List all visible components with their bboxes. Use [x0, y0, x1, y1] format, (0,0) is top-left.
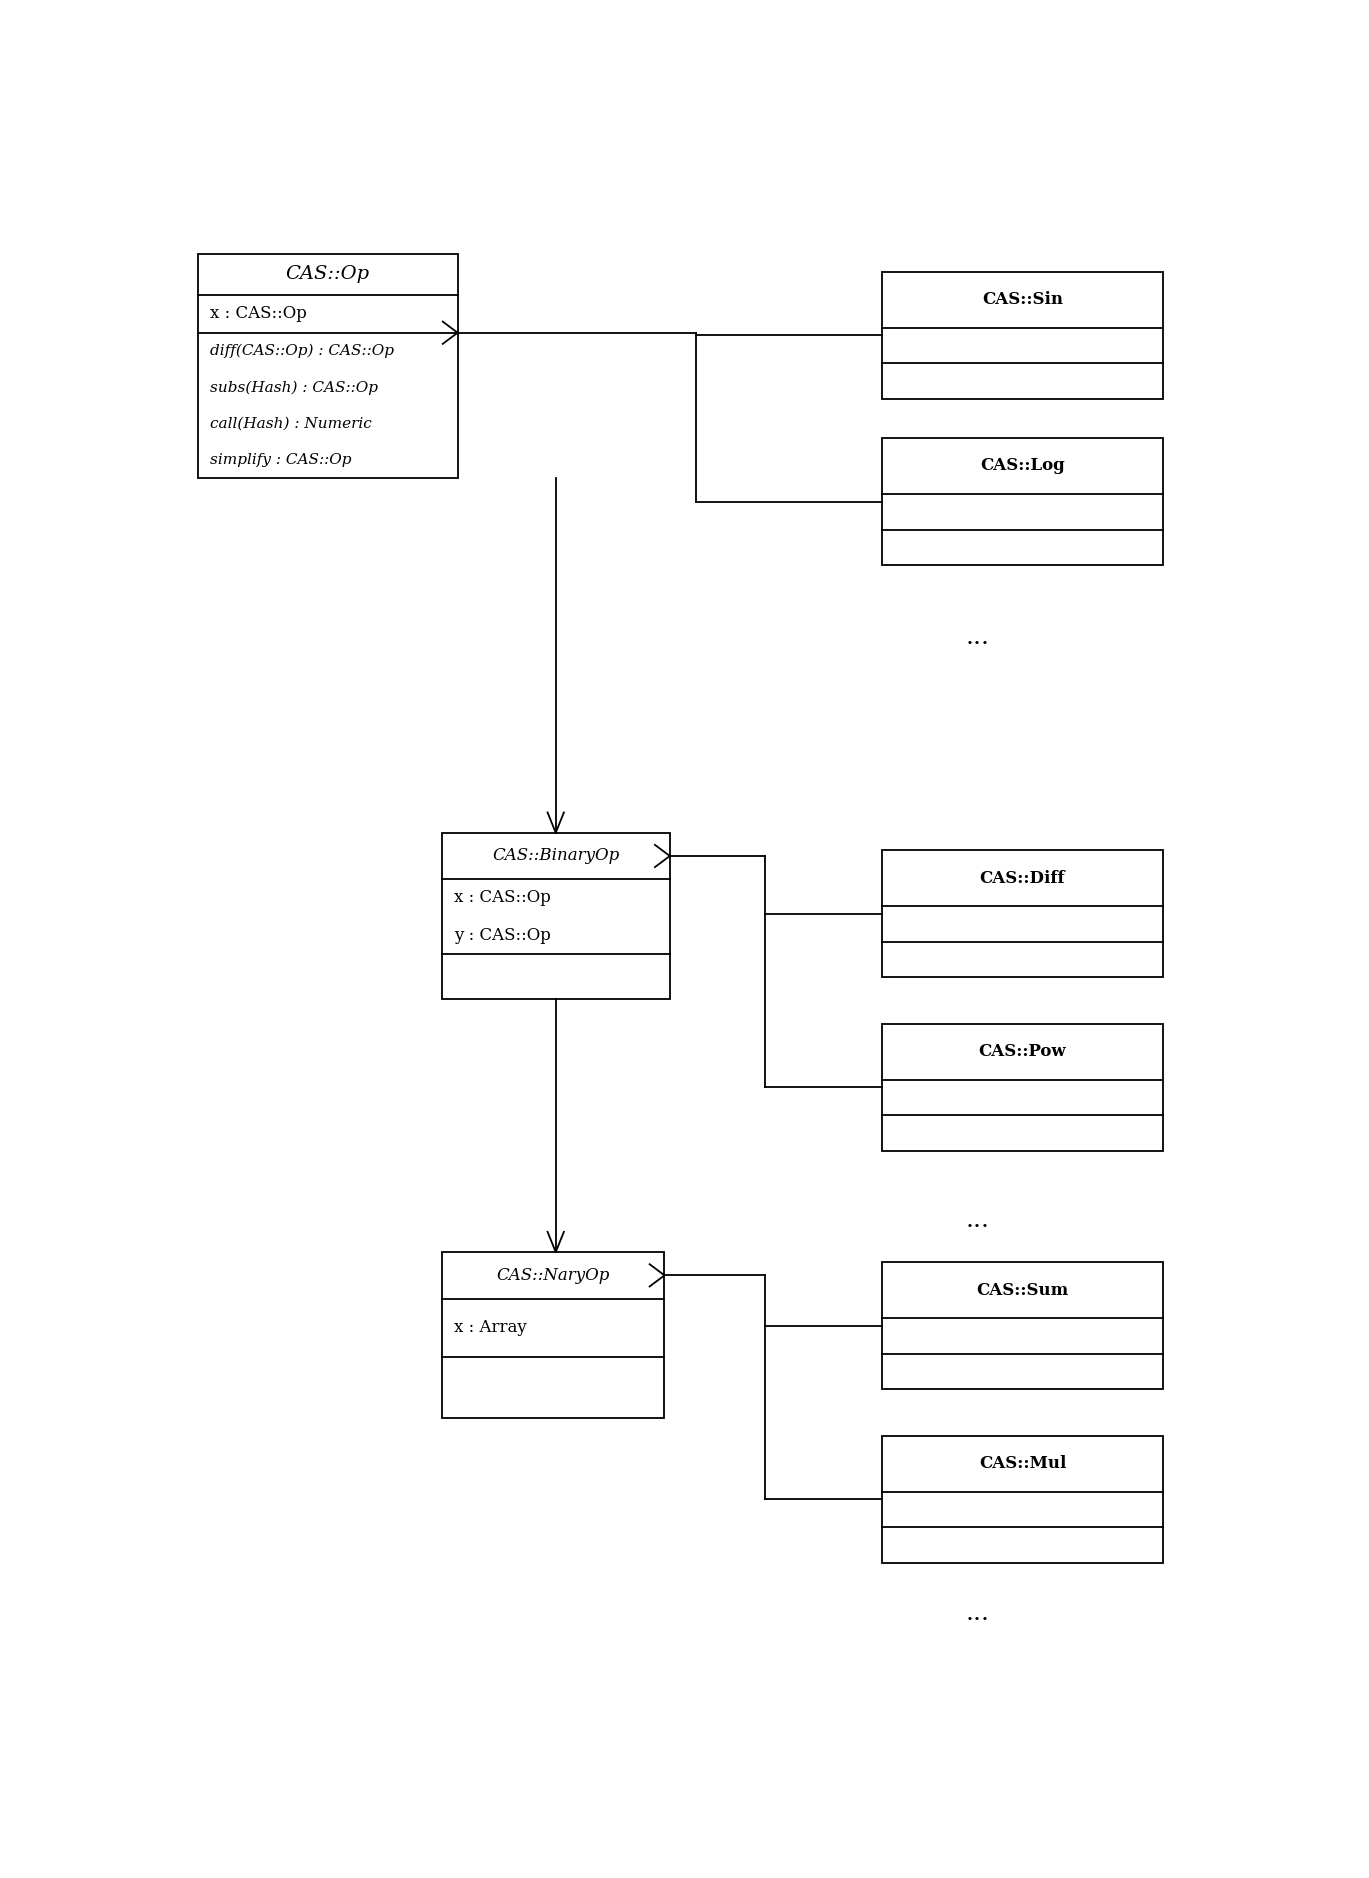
Text: CAS::Sin: CAS::Sin [982, 291, 1064, 308]
Bar [197, 254, 457, 479]
Text: x : CAS::Op: x : CAS::Op [211, 306, 307, 323]
Text: call(Hash) : Numeric: call(Hash) : Numeric [211, 417, 372, 430]
Bar [882, 272, 1164, 398]
Text: CAS::Pow: CAS::Pow [979, 1042, 1066, 1059]
Bar [882, 1024, 1164, 1151]
Text: CAS::NaryOp: CAS::NaryOp [497, 1268, 609, 1285]
Text: x : CAS::Op: x : CAS::Op [455, 890, 552, 907]
Bar [882, 1262, 1164, 1390]
Text: CAS::BinaryOp: CAS::BinaryOp [491, 847, 619, 864]
Text: simplify : CAS::Op: simplify : CAS::Op [211, 453, 352, 468]
Bar [882, 1435, 1164, 1562]
Bar [442, 832, 669, 999]
Bar [882, 851, 1164, 977]
Bar [882, 438, 1164, 565]
Text: ...: ... [965, 1209, 990, 1232]
Text: x : Array: x : Array [455, 1318, 527, 1337]
Text: y : CAS::Op: y : CAS::Op [455, 928, 552, 945]
Text: diff(CAS::Op) : CAS::Op: diff(CAS::Op) : CAS::Op [211, 344, 394, 359]
Text: CAS::Diff: CAS::Diff [980, 870, 1065, 886]
Text: CAS::Sum: CAS::Sum [976, 1281, 1069, 1300]
Text: CAS::Mul: CAS::Mul [979, 1455, 1066, 1472]
Text: subs(Hash) : CAS::Op: subs(Hash) : CAS::Op [211, 379, 378, 394]
Text: CAS::Op: CAS::Op [286, 265, 370, 284]
Bar [442, 1253, 664, 1418]
Text: ...: ... [965, 625, 990, 650]
Text: ...: ... [965, 1602, 990, 1624]
Text: CAS::Log: CAS::Log [980, 458, 1065, 475]
